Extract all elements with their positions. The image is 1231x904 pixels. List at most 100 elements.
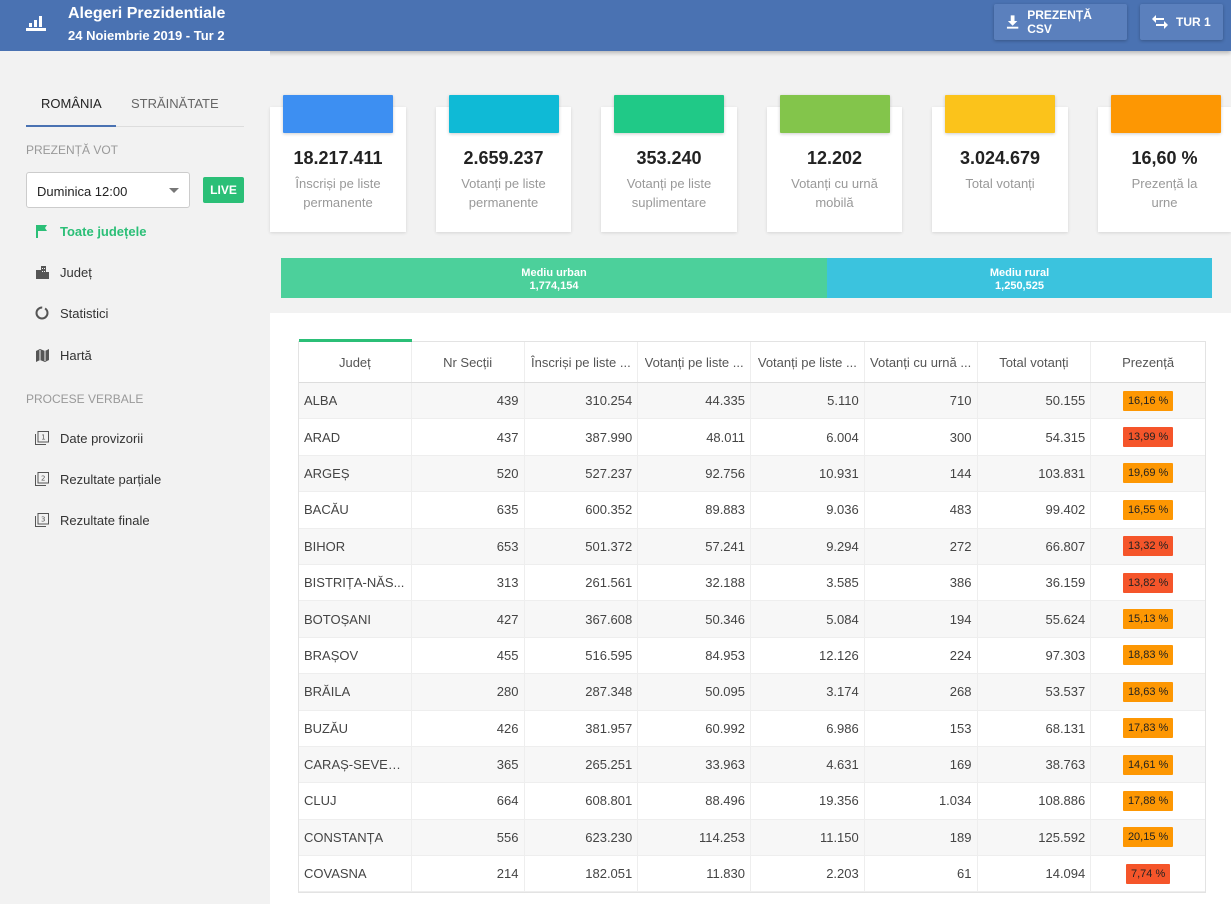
nav-item-date-provizorii[interactable]: 1 Date provizorii	[34, 428, 143, 448]
cell-mobile-voters: 483	[865, 492, 978, 528]
cell-sections-count: 426	[412, 710, 525, 746]
cell-permanent-voters: 57.241	[638, 528, 751, 564]
column-header-urna-mobila[interactable]: Votanți cu urnă ...	[865, 342, 978, 382]
time-select[interactable]: Duminica 12:00	[26, 172, 190, 208]
table-row[interactable]: BRAȘOV 455 516.595 84.953 12.126 224 97.303 18,…	[299, 637, 1205, 675]
cell-mobile-voters: 272	[865, 528, 978, 564]
cell-registered-count: 261.561	[525, 564, 639, 601]
cell-sections-count: 556	[412, 819, 525, 856]
table-row[interactable]: CLUJ 664 608.801 88.496 19.356 1.034 108.886 17…	[299, 783, 1205, 820]
svg-text:3: 3	[41, 516, 45, 524]
cell-registered-count: 381.957	[525, 710, 639, 746]
table-row[interactable]: COVASNA 214 182.051 11.830 2.203 61 14.094 7,74…	[299, 856, 1205, 893]
cell-supplementary-voters: 6.004	[751, 419, 865, 455]
stat-card-votanti-suplimentare: 353.240 Votanți pe liste suplimentare	[601, 95, 737, 232]
table-row[interactable]: BIHOR 653 501.372 57.241 9.294 272 66.807 13,32…	[299, 528, 1205, 565]
cell-total-voters: 53.537	[978, 674, 1092, 710]
cell-permanent-voters: 84.953	[638, 637, 751, 674]
urban-bar: Mediu urban 1,774,154	[281, 258, 827, 298]
cell-county-name: ALBA	[299, 383, 412, 419]
nav-label: Rezultate parțiale	[60, 471, 162, 487]
active-tab-indicator	[26, 125, 116, 127]
cell-county-name: ARAD	[299, 419, 412, 455]
table-row[interactable]: ARGEȘ 520 527.237 92.756 10.931 144 103.831 19,…	[299, 455, 1205, 493]
table-row[interactable]: BOTOȘANI 427 367.608 50.346 5.084 194 55.624 15…	[299, 601, 1205, 638]
nav-item-rezultate-finale[interactable]: 3 Rezultate finale	[34, 510, 150, 530]
nav-item-harta[interactable]: Hartă	[34, 345, 92, 365]
cell-total-voters: 125.592	[978, 819, 1092, 856]
table-row[interactable]: BRĂILA 280 287.348 50.095 3.174 268 53.537 18,6…	[299, 674, 1205, 711]
table-row[interactable]: CARAȘ-SEVERIN 365 265.251 33.963 4.631 169 38.…	[299, 746, 1205, 784]
turnout-badge: 20,15 %	[1122, 827, 1174, 848]
cell-supplementary-voters: 10.931	[751, 455, 865, 492]
filter-2-icon: 2	[34, 471, 50, 487]
cell-total-voters: 103.831	[978, 455, 1092, 492]
app-header: Alegeri Prezidentiale 24 Noiembrie 2019 …	[0, 0, 1231, 51]
table-row[interactable]: BUZĂU 426 381.957 60.992 6.986 153 68.131 17,83…	[299, 710, 1205, 747]
cell-permanent-voters: 33.963	[638, 746, 751, 783]
table-row[interactable]: CONSTANȚA 556 623.230 114.253 11.150 189 125.5…	[299, 819, 1205, 857]
nav-label: Rezultate finale	[60, 512, 150, 528]
tab-strainatate[interactable]: STRĂINĂTATE	[131, 96, 219, 111]
cell-turnout: 13,99 %	[1091, 419, 1205, 454]
cell-county-name: CONSTANȚA	[299, 819, 412, 856]
cell-supplementary-voters: 4.631	[751, 746, 865, 783]
cell-mobile-voters: 189	[865, 819, 978, 856]
download-csv-label: PREZENȚĂ CSV	[1027, 8, 1092, 36]
rural-label: Mediu rural	[989, 267, 1050, 279]
nav-item-toate-judetele[interactable]: Toate județele	[34, 221, 146, 241]
table-row[interactable]: ARAD 437 387.990 48.011 6.004 300 54.315 13,99 …	[299, 419, 1205, 456]
cell-sections-count: 214	[412, 856, 525, 892]
nav-item-statistici[interactable]: Statistici	[34, 303, 108, 323]
switch-round-button[interactable]: TUR 1	[1140, 4, 1223, 40]
cell-county-name: BRĂILA	[299, 674, 412, 710]
nav-label: Statistici	[60, 305, 109, 321]
tab-romania[interactable]: ROMÂNIA	[41, 96, 102, 111]
card-value: 12.202	[806, 148, 863, 168]
nav-item-judet[interactable]: Județ	[34, 262, 92, 282]
cell-mobile-voters: 268	[865, 674, 978, 710]
cell-county-name: CARAȘ-SEVERIN	[299, 746, 412, 783]
cell-registered-count: 527.237	[525, 455, 639, 492]
cell-supplementary-voters: 3.585	[751, 564, 865, 601]
stat-card-inscrisi: 18.217.411 Înscriși pe liste permanente	[270, 95, 406, 232]
card-color-block	[283, 95, 393, 133]
nav-label: Județ	[60, 264, 92, 280]
swap-arrows-icon	[1152, 15, 1168, 29]
live-button[interactable]: LIVE	[203, 177, 244, 203]
stat-card-prezenta: 16,60 % Prezență la urne	[1098, 95, 1231, 232]
column-header-inscrisi[interactable]: Înscriși pe liste ...	[525, 342, 639, 382]
column-header-votanti-suplimentare[interactable]: Votanți pe liste ...	[751, 342, 865, 382]
region-tabs: ROMÂNIA STRĂINĂTATE	[26, 91, 244, 127]
table-row[interactable]: BACĂU 635 600.352 89.883 9.036 483 99.402 16,55…	[299, 492, 1205, 529]
svg-text:1: 1	[41, 434, 45, 442]
column-header-prezenta[interactable]: Prezență	[1122, 354, 1175, 370]
svg-text:2: 2	[41, 475, 45, 483]
cell-turnout: 7,74 %	[1091, 856, 1205, 891]
cell-registered-count: 387.990	[525, 419, 639, 455]
cell-permanent-voters: 89.883	[638, 492, 751, 528]
card-color-block	[945, 95, 1055, 133]
card-label: Votanți pe liste suplimentare	[626, 176, 712, 210]
cell-supplementary-voters: 9.294	[751, 528, 865, 564]
cell-mobile-voters: 224	[865, 637, 978, 674]
column-header-total-votanti[interactable]: Total votanți	[978, 342, 1092, 382]
nav-item-rezultate-partiale[interactable]: 2 Rezultate parțiale	[34, 469, 161, 489]
column-header-judet[interactable]: Județ	[299, 342, 412, 382]
filter-1-icon: 1	[34, 430, 50, 446]
cell-registered-count: 600.352	[525, 492, 639, 528]
cell-supplementary-voters: 12.126	[751, 637, 865, 674]
table-row[interactable]: BISTRIȚA-NĂS... 313 261.561 32.188 3.585 386 3…	[299, 564, 1205, 602]
download-csv-button[interactable]: PREZENȚĂ CSV	[994, 4, 1127, 40]
cell-registered-count: 367.608	[525, 601, 639, 637]
card-color-block	[449, 95, 559, 133]
cell-registered-count: 265.251	[525, 746, 639, 783]
switch-round-label: TUR 1	[1176, 15, 1211, 29]
table-row[interactable]: ALBA 439 310.254 44.335 5.110 710 50.155 16,16 …	[299, 383, 1205, 420]
column-header-nr-sectii[interactable]: Nr Secții	[412, 342, 525, 382]
cell-sections-count: 455	[412, 637, 525, 674]
turnout-badge: 14,61 %	[1122, 754, 1174, 775]
column-header-votanti-permanente[interactable]: Votanți pe liste ...	[638, 342, 751, 382]
app-subtitle: 24 Noiembrie 2019 - Tur 2	[68, 28, 225, 43]
card-label: Votanți pe liste permanente	[461, 176, 546, 210]
